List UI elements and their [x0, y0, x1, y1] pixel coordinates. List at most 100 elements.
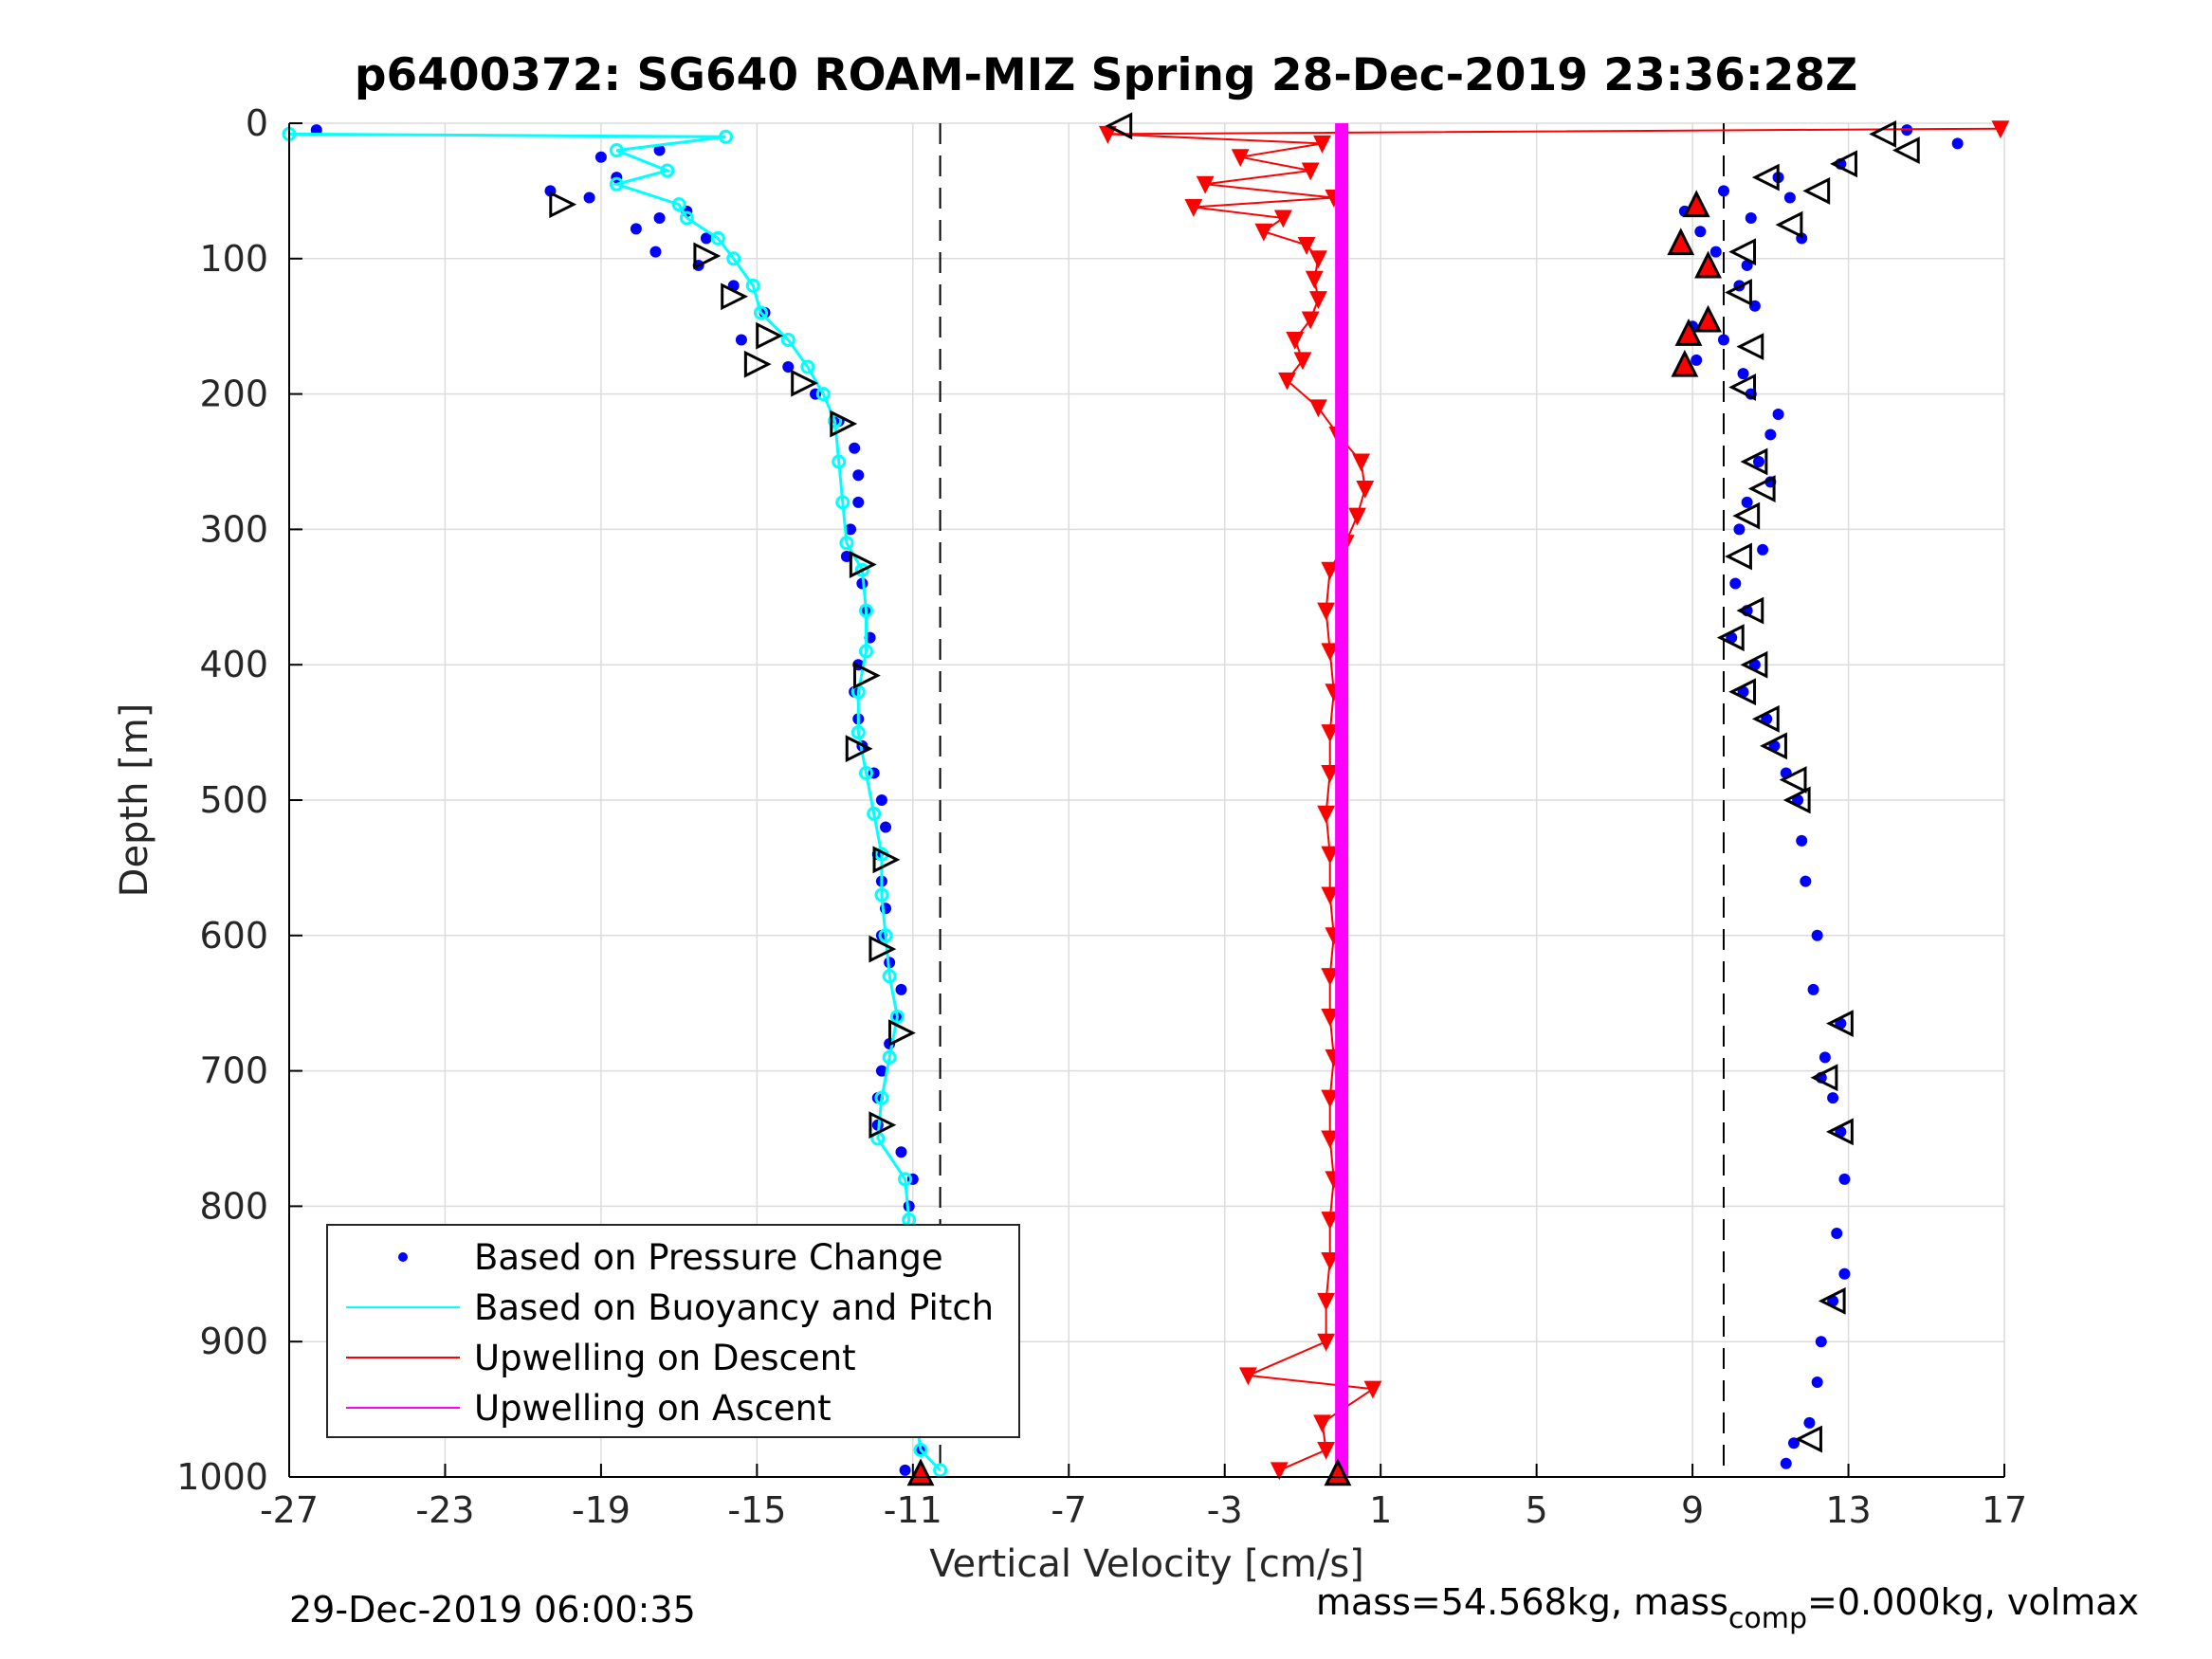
- pressure-point: [1737, 368, 1749, 380]
- pressure-point: [895, 1146, 907, 1158]
- black-triangle-marker: [1736, 596, 1764, 625]
- pressure-point: [845, 523, 857, 536]
- pressure-point: [852, 469, 865, 482]
- upwelling-descent-point: [1305, 270, 1324, 289]
- x-tick-label: 1: [1369, 1489, 1392, 1531]
- x-axis-label: Vertical Velocity [cm/s]: [929, 1542, 1364, 1586]
- black-triangle-marker: [868, 1111, 897, 1139]
- buoyancy-point: [609, 143, 624, 158]
- upwelling-descent-point: [1321, 968, 1340, 986]
- pressure-point: [1745, 211, 1757, 224]
- black-triangle-marker: [756, 321, 784, 350]
- pressure-point: [1717, 185, 1729, 197]
- black-triangle-marker: [830, 410, 858, 438]
- black-triangle-marker: [1716, 624, 1745, 652]
- upwelling-descent-point: [1301, 311, 1320, 330]
- upwelling-descent-point: [1321, 1130, 1340, 1149]
- pressure-point: [1783, 191, 1796, 204]
- upwelling-descent-point: [1317, 1292, 1336, 1311]
- red-triangle-marker: [1324, 1458, 1352, 1486]
- chart-title: p6400372: SG640 ROAM-MIZ Spring 28-Dec-2…: [354, 49, 1858, 101]
- y-tick-label: 100: [199, 238, 268, 280]
- black-triangle-marker: [1830, 150, 1857, 178]
- upwelling-descent-point: [1278, 372, 1296, 391]
- black-triangle-marker: [849, 551, 877, 578]
- upwelling-descent-point: [1317, 602, 1336, 621]
- pressure-point: [649, 246, 662, 258]
- upwelling-descent-point: [1286, 331, 1305, 350]
- black-triangle-marker: [852, 662, 881, 690]
- legend: Based on Pressure Change Based on Buoyanc…: [326, 1224, 1020, 1438]
- upwelling-descent-point: [1238, 1367, 1257, 1386]
- buoyancy-point: [858, 603, 873, 618]
- x-tick-label: -3: [1207, 1489, 1243, 1531]
- y-tick-label: 200: [199, 374, 268, 415]
- upwelling-descent-point: [1321, 643, 1340, 662]
- axes-layer: -27 -23 -19 -15 -11 -7 -3 1 5 9 13 17 0 100 200 300 400 5…: [113, 102, 2027, 1586]
- y-tick-label: 300: [199, 508, 268, 550]
- pressure-point: [1819, 1051, 1831, 1064]
- red-triangle-marker: [1694, 250, 1722, 279]
- buoyancy-point: [854, 562, 869, 577]
- upwelling-descent-point: [1321, 764, 1340, 783]
- mass-info-subscript: comp: [1728, 1602, 1808, 1635]
- black-triangle-marker: [1760, 732, 1787, 760]
- buoyancy-point: [839, 536, 854, 551]
- black-triangle-marker: [743, 350, 772, 378]
- black-triangle-marker: [1740, 447, 1768, 476]
- pressure-point: [1764, 428, 1777, 441]
- black-triangle-marker: [1732, 501, 1761, 530]
- timestamp: 29-Dec-2019 06:00:35: [289, 1589, 696, 1631]
- upwelling-descent-point: [1184, 199, 1203, 217]
- x-tick-label: -27: [260, 1489, 319, 1531]
- red-triangle-marker: [906, 1458, 935, 1486]
- pressure-point: [1811, 1376, 1823, 1389]
- legend-label: Based on Pressure Change: [474, 1237, 943, 1278]
- upwelling-descent-point: [1308, 399, 1327, 418]
- legend-label: Upwelling on Ascent: [474, 1388, 832, 1429]
- buoyancy-point: [867, 806, 882, 821]
- upwelling-descent-point: [1273, 210, 1292, 228]
- pressure-point: [1752, 456, 1764, 467]
- buoyancy-point: [780, 332, 795, 347]
- red-triangle-marker: [1674, 318, 1703, 346]
- upwelling-descent-point: [1321, 1252, 1340, 1270]
- buoyancy-point: [726, 251, 741, 266]
- red-triangle-marker: [1667, 228, 1695, 256]
- mass-info: mass=54.568kg, masscomp=0.000kg, volmax: [1316, 1581, 2139, 1635]
- buoyancy-point: [889, 1009, 905, 1024]
- upwelling-descent-point: [1352, 453, 1371, 472]
- x-tick-label: -11: [884, 1489, 942, 1531]
- x-tick-label: -15: [727, 1489, 786, 1531]
- black-triangle-marker: [1782, 786, 1811, 814]
- pressure-point: [1831, 1227, 1843, 1239]
- pressure-point: [1733, 523, 1746, 536]
- buoyancy-point: [710, 230, 725, 246]
- black-triangle-marker: [1779, 766, 1807, 794]
- black-triangle-marker: [887, 1019, 916, 1048]
- black-triangle-marker: [845, 735, 873, 763]
- black-triangle-marker: [1802, 176, 1831, 205]
- buoyancy-point: [874, 1090, 889, 1105]
- pressure-point: [875, 794, 887, 806]
- black-triangle-marker: [693, 242, 722, 270]
- upwelling-descent-point: [1321, 724, 1340, 742]
- black-triangle-marker: [868, 935, 897, 963]
- upwelling-descent-point: [1321, 1089, 1340, 1108]
- buoyancy-point: [660, 163, 675, 178]
- pressure-point: [1807, 983, 1819, 995]
- x-tick-label: -23: [415, 1489, 474, 1531]
- upwelling-descent-point: [1313, 1414, 1331, 1433]
- buoyancy-point: [718, 129, 733, 144]
- upwelling-descent-point: [1321, 1008, 1340, 1027]
- buoyancy-point: [878, 928, 893, 943]
- buoyancy-point: [609, 176, 624, 191]
- pressure-point: [1796, 834, 1808, 847]
- black-triangle-marker: [1869, 119, 1897, 148]
- y-tick-label: 900: [199, 1321, 268, 1362]
- pressure-point: [1757, 543, 1769, 556]
- buoyancy-point: [898, 1172, 913, 1187]
- upwelling-descent-point: [1270, 1462, 1289, 1481]
- pressure-point: [735, 334, 747, 346]
- mass-info-prefix: mass=54.568kg, mass: [1316, 1581, 1728, 1623]
